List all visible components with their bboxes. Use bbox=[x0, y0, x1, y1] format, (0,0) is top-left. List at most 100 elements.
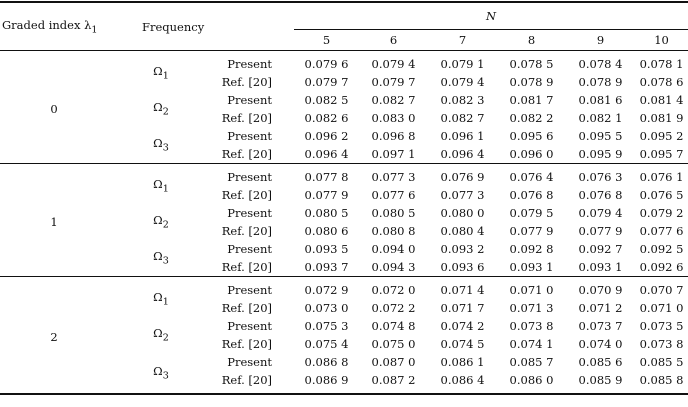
table-cell: 0.078 5 bbox=[497, 50, 566, 73]
table-row: Ω2 Present 0.075 3 0.074 8 0.074 2 0.073 8 0.0… bbox=[0, 317, 688, 344]
source-present: Present bbox=[227, 93, 272, 107]
table-cell: 0.079 7 bbox=[304, 75, 349, 89]
table-cell: 0.073 7 bbox=[578, 319, 623, 333]
table-cell: 0.071 0 bbox=[639, 301, 684, 315]
source-reference: Ref. [20] bbox=[221, 260, 272, 274]
omega-symbol: Ω bbox=[153, 326, 163, 341]
frequency-symbol: Ω3 bbox=[108, 240, 214, 277]
table-cell: 0.079 4 bbox=[578, 206, 623, 220]
table-cell: 0.077 8 bbox=[294, 163, 359, 186]
table-cell: 0.093 1 bbox=[578, 260, 623, 274]
table-row: Ref. [20] 0.082 6 0.083 0 0.082 7 0.082 2 0.0… bbox=[0, 109, 688, 127]
table-cell: 0.077 9 bbox=[509, 224, 554, 238]
frequency-symbol: Ω1 bbox=[108, 163, 214, 204]
table-cell: 0.076 9 bbox=[428, 163, 497, 186]
col-header-9: 9 bbox=[596, 33, 605, 47]
table-row: 1 Ω1 Present 0.077 8 0.077 3 0.076 9 0.076 4 0.… bbox=[0, 163, 688, 277]
omega-symbol: Ω bbox=[153, 177, 163, 192]
natural-frequency-table: Graded index λ1 Frequency N 5 6 7 8 9 10… bbox=[0, 1, 688, 395]
table-cell: 0.080 0 bbox=[440, 206, 485, 220]
table-cell: 0.086 4 bbox=[440, 373, 485, 387]
table-cell: 0.087 0 bbox=[371, 355, 416, 369]
omega-subscript: 1 bbox=[162, 296, 169, 308]
source-reference: Ref. [20] bbox=[221, 337, 272, 351]
omega-subscript: 2 bbox=[162, 106, 169, 118]
table-cell: 0.080 5 bbox=[304, 206, 349, 220]
table-cell: 0.080 8 bbox=[371, 224, 416, 238]
table-row: Ω2 Present 0.082 5 0.082 7 0.082 3 0.081 7 0.0… bbox=[0, 91, 688, 118]
table-cell: 0.076 8 bbox=[578, 188, 623, 202]
omega-symbol: Ω bbox=[153, 213, 163, 228]
omega-subscript: 2 bbox=[162, 332, 169, 344]
table-cell: 0.096 4 bbox=[304, 147, 349, 161]
table-cell: 0.070 7 bbox=[635, 276, 688, 299]
table-row: Ω3 Present 0.096 2 0.096 8 0.096 1 0.095 6 0.0… bbox=[0, 127, 688, 154]
table-cell: 0.087 2 bbox=[371, 373, 416, 387]
table-cell: 0.076 8 bbox=[509, 188, 554, 202]
table-cell: 0.078 4 bbox=[566, 50, 635, 73]
omega-subscript: 1 bbox=[162, 70, 169, 82]
table-cell: 0.074 5 bbox=[440, 337, 485, 351]
frequency-symbol: Ω2 bbox=[108, 317, 214, 353]
frequency-symbol: Ω1 bbox=[108, 276, 214, 317]
table-row: Ω3 Present 0.093 5 0.094 0 0.093 2 0.092 8 0.0… bbox=[0, 240, 688, 267]
source-reference: Ref. [20] bbox=[221, 188, 272, 202]
table-cell: 0.096 2 bbox=[304, 129, 349, 143]
source-present: Present bbox=[227, 319, 272, 333]
table-cell: 0.076 4 bbox=[497, 163, 566, 186]
table-cell: 0.081 7 bbox=[509, 93, 554, 107]
omega-symbol: Ω bbox=[153, 290, 163, 305]
table-cell: 0.071 0 bbox=[497, 276, 566, 299]
table-cell: 0.082 2 bbox=[509, 111, 554, 125]
table-cell: 0.080 5 bbox=[371, 206, 416, 220]
table-cell: 0.095 2 bbox=[639, 129, 684, 143]
table-cell: 0.075 4 bbox=[304, 337, 349, 351]
table-cell: 0.085 8 bbox=[639, 373, 684, 387]
graded-index-value: 1 bbox=[0, 163, 108, 277]
source-reference: Ref. [20] bbox=[221, 373, 272, 387]
table-cell: 0.082 6 bbox=[304, 111, 349, 125]
table-cell: 0.096 1 bbox=[440, 129, 485, 143]
table-cell: 0.080 6 bbox=[304, 224, 349, 238]
table-cell: 0.086 9 bbox=[304, 373, 349, 387]
table-row: Ref. [20] 0.096 4 0.097 1 0.096 4 0.096 0 0.0… bbox=[0, 145, 688, 164]
omega-symbol: Ω bbox=[153, 249, 163, 264]
table-cell: 0.095 6 bbox=[509, 129, 554, 143]
graded-index-label: Graded index λ bbox=[2, 17, 92, 32]
table-cell: 0.074 2 bbox=[440, 319, 485, 333]
source-present: Present bbox=[227, 129, 272, 143]
table-cell: 0.092 8 bbox=[509, 242, 554, 256]
source-present: Present bbox=[214, 276, 294, 299]
table-cell: 0.079 5 bbox=[509, 206, 554, 220]
source-reference: Ref. [20] bbox=[221, 75, 272, 89]
table-cell: 0.093 7 bbox=[304, 260, 349, 274]
table-cell: 0.081 4 bbox=[639, 93, 684, 107]
frequency-header: Frequency bbox=[142, 19, 205, 34]
table-cell: 0.073 0 bbox=[304, 301, 349, 315]
frequency-symbol: Ω2 bbox=[108, 91, 214, 127]
source-present: Present bbox=[227, 206, 272, 220]
omega-subscript: 1 bbox=[162, 183, 169, 195]
table-cell: 0.079 6 bbox=[294, 50, 359, 73]
graded-index-value: 0 bbox=[0, 50, 108, 164]
frequency-symbol: Ω3 bbox=[108, 127, 214, 164]
table-cell: 0.076 5 bbox=[639, 188, 684, 202]
graded-index-subscript: 1 bbox=[91, 24, 98, 36]
table-cell: 0.092 5 bbox=[639, 242, 684, 256]
table-cell: 0.094 0 bbox=[371, 242, 416, 256]
frequency-symbol: Ω2 bbox=[108, 204, 214, 240]
table-cell: 0.093 1 bbox=[509, 260, 554, 274]
table-cell: 0.095 9 bbox=[578, 147, 623, 161]
omega-symbol: Ω bbox=[153, 364, 163, 379]
table-cell: 0.094 3 bbox=[371, 260, 416, 274]
source-present: Present bbox=[227, 242, 272, 256]
table-cell: 0.078 9 bbox=[578, 75, 623, 89]
frequency-symbol: Ω3 bbox=[108, 353, 214, 394]
table-cell: 0.085 6 bbox=[578, 355, 623, 369]
table-cell: 0.092 7 bbox=[578, 242, 623, 256]
table-cell: 0.077 6 bbox=[639, 224, 684, 238]
table-row: Ref. [20] 0.073 0 0.072 2 0.071 7 0.071 3 0.0… bbox=[0, 299, 688, 317]
table-cell: 0.096 4 bbox=[440, 147, 485, 161]
table-cell: 0.077 6 bbox=[371, 188, 416, 202]
